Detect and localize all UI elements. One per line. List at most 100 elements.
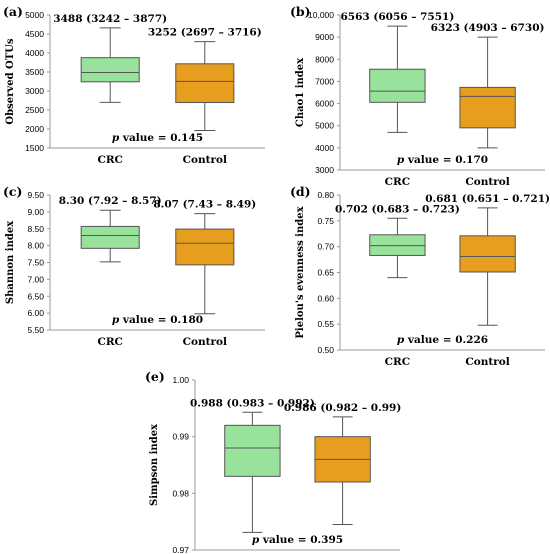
x-category-label: Control <box>465 176 509 188</box>
y-tick-label: 3000 <box>25 86 44 96</box>
p-value-label: p value = 0.180 <box>112 314 203 326</box>
iqr-box <box>369 68 426 103</box>
y-tick-label: 2000 <box>25 124 44 134</box>
y-tick-label: 8.50 <box>27 224 44 234</box>
p-value-text: value = 0.226 <box>404 334 488 346</box>
panel-label: (e) <box>145 369 165 384</box>
iqr-box <box>369 234 426 256</box>
x-category-label: CRC <box>97 336 122 348</box>
y-axis-title: Chao1 index <box>295 57 306 127</box>
p-symbol: p <box>112 132 120 144</box>
p-value-label: p value = 0.226 <box>397 334 488 346</box>
panel-d: 0.50 0.55 0.60 0.65 0.70 0.75 0.80 Pielou's eve… <box>290 184 550 368</box>
p-value-text: value = 0.180 <box>119 314 203 326</box>
y-tick-label: 7.50 <box>27 258 44 268</box>
y-tick-label: 9.50 <box>27 190 44 200</box>
x-category-label: Control <box>183 336 227 348</box>
p-symbol: p <box>112 314 120 326</box>
y-axis-title: Pielou's evenness index <box>295 205 306 338</box>
y-tick-label: 6.50 <box>27 291 44 301</box>
median-iqr-label: 8.30 (7.92 – 8.57) <box>59 195 162 207</box>
p-value-text: value = 0.395 <box>259 534 343 546</box>
y-tick-label: 0.98 <box>172 488 189 498</box>
box-control: 8.07 (7.43 – 8.49) <box>153 199 256 315</box>
box-crc: 0.988 (0.983 – 0.992) <box>190 397 315 533</box>
y-tick-label: 0.70 <box>317 242 334 252</box>
y-tick-label: 1.00 <box>172 375 189 385</box>
median-iqr-label: 6563 (6056 – 7551) <box>340 11 454 23</box>
y-tick-label: 0.75 <box>317 216 334 226</box>
panel-a: 1500 2000 2500 3000 3500 4000 4500 5000 Observed… <box>3 4 265 166</box>
p-value-label: p value = 0.145 <box>112 132 203 144</box>
y-tick-label: 8000 <box>315 54 334 64</box>
y-tick-label: 3000 <box>315 165 334 175</box>
y-axis-title: Observed OTUs <box>5 38 16 124</box>
median-iqr-label: 0.986 (0.982 – 0.99) <box>284 402 401 414</box>
panel-b: 3000 4000 5000 6000 7000 8000 9000 10,000 Chao1 … <box>290 4 545 188</box>
panel-label: (a) <box>3 4 23 19</box>
p-value-text: value = 0.170 <box>404 154 488 166</box>
median-iqr-label: 8.07 (7.43 – 8.49) <box>153 199 256 211</box>
y-tick-label: 1500 <box>25 143 44 153</box>
y-tick-label: 0.55 <box>317 319 334 329</box>
p-symbol: p <box>252 534 260 546</box>
median-iqr-label: 3252 (2697 – 3716) <box>148 27 262 39</box>
box-control: 0.681 (0.651 – 0.721) <box>425 193 550 326</box>
iqr-box <box>224 424 281 477</box>
panel-label: (c) <box>3 184 22 199</box>
box-crc: 8.30 (7.92 – 8.57) <box>59 195 162 263</box>
y-tick-label: 6000 <box>315 99 334 109</box>
median-iqr-label: 0.988 (0.983 – 0.992) <box>190 397 315 409</box>
y-tick-label: 0.65 <box>317 268 334 278</box>
panel-c: 5.50 6.00 6.50 7.00 7.50 8.00 8.50 9.00 9.50 Shan… <box>3 184 265 348</box>
panel-label: (d) <box>290 184 311 199</box>
y-tick-label: 9.00 <box>27 207 44 217</box>
y-tick-label: 0.80 <box>317 190 334 200</box>
y-tick-label: 0.50 <box>317 345 334 355</box>
p-symbol: p <box>397 154 405 166</box>
box-crc: 3488 (3242 – 3877) <box>53 13 167 103</box>
iqr-box <box>175 228 235 266</box>
p-value-label: p value = 0.170 <box>397 154 488 166</box>
median-iqr-label: 6323 (4903 – 6730) <box>431 22 545 34</box>
x-category-label: CRC <box>97 154 122 166</box>
y-axis-title: Simpson index <box>149 423 160 506</box>
median-iqr-label: 0.681 (0.651 – 0.721) <box>425 193 550 205</box>
x-category-label: Control <box>183 154 227 166</box>
panel-e: 0.97 0.98 0.99 1.00 Simpson index (e) 0.988 (0… <box>145 369 401 554</box>
y-tick-label: 4500 <box>25 29 44 39</box>
box-control: 6323 (4903 – 6730) <box>431 22 545 149</box>
p-symbol: p <box>397 334 405 346</box>
y-tick-label: 3500 <box>25 67 44 77</box>
y-tick-label: 7000 <box>315 76 334 86</box>
y-tick-label: 6.00 <box>27 308 44 318</box>
iqr-box <box>459 235 516 273</box>
y-tick-label: 8.00 <box>27 241 44 251</box>
y-tick-label: 2500 <box>25 105 44 115</box>
y-tick-label: 0.60 <box>317 293 334 303</box>
y-tick-label: 0.99 <box>172 432 189 442</box>
y-tick-label: 9000 <box>315 32 334 42</box>
y-tick-label: 0.97 <box>172 545 189 554</box>
y-tick-label: 5.50 <box>27 325 44 335</box>
iqr-box <box>459 86 516 129</box>
y-tick-label: 7.00 <box>27 274 44 284</box>
y-tick-label: 4000 <box>315 143 334 153</box>
p-value-text: value = 0.145 <box>119 132 203 144</box>
y-tick-label: 10,000 <box>308 10 334 20</box>
box-crc: 6563 (6056 – 7551) <box>340 11 454 133</box>
y-tick-label: 5000 <box>315 121 334 131</box>
panel-label: (b) <box>290 4 311 19</box>
y-tick-label: 5000 <box>25 10 44 20</box>
x-category-label: Control <box>465 356 509 368</box>
box-crc: 0.702 (0.683 – 0.723) <box>335 203 460 279</box>
box-control: 3252 (2697 – 3716) <box>148 27 262 132</box>
iqr-box <box>80 225 140 249</box>
median-iqr-label: 3488 (3242 – 3877) <box>53 13 167 25</box>
median-iqr-label: 0.702 (0.683 – 0.723) <box>335 203 460 215</box>
x-category-label: CRC <box>385 356 410 368</box>
iqr-box <box>175 63 235 104</box>
y-tick-label: 4000 <box>25 48 44 58</box>
box-control: 0.986 (0.982 – 0.99) <box>284 402 401 525</box>
